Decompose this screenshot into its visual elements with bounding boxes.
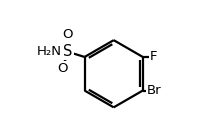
Text: O: O: [63, 29, 73, 41]
Text: F: F: [150, 50, 157, 63]
Text: O: O: [57, 62, 68, 75]
Text: S: S: [63, 44, 72, 59]
Text: Br: Br: [147, 84, 162, 97]
Text: H₂N: H₂N: [37, 45, 62, 58]
